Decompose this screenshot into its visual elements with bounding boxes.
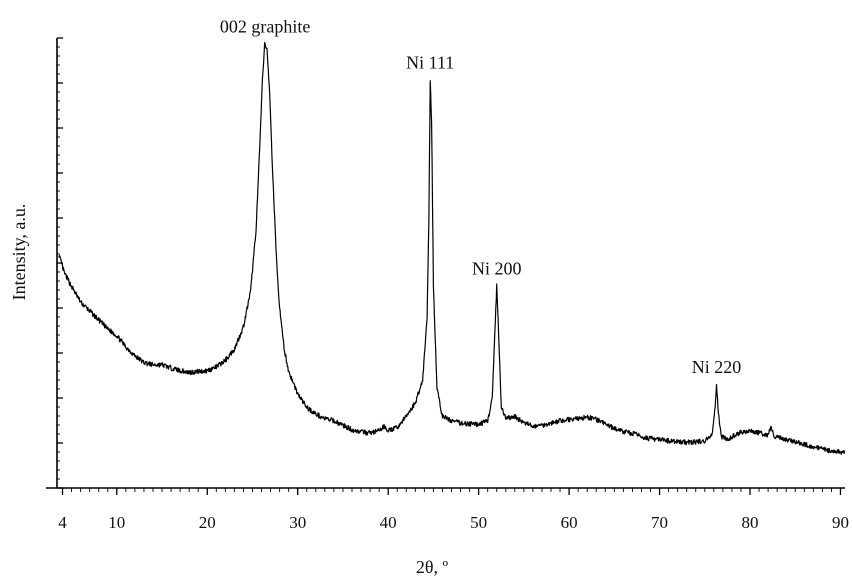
peak-label: Ni 111	[406, 52, 454, 72]
x-tick-label: 90	[832, 513, 849, 532]
x-tick-label: 40	[380, 513, 397, 532]
plot-area	[58, 41, 846, 455]
x-tick-label: 20	[199, 513, 216, 532]
xrd-pattern-line	[58, 41, 846, 455]
x-tick-label: 10	[108, 513, 125, 532]
x-axis-title: 2θ, º	[416, 557, 449, 577]
x-tick-label: 80	[742, 513, 759, 532]
peak-label: 002 graphite	[220, 16, 310, 36]
x-tick-label: 50	[470, 513, 487, 532]
x-tick-label: 70	[651, 513, 668, 532]
peak-label: Ni 220	[692, 357, 742, 377]
y-axis-title: Intensity, a.u.	[9, 204, 29, 301]
x-tick-label: 60	[561, 513, 578, 532]
x-tick-label: 4	[58, 513, 67, 532]
peak-labels: 002 graphite Ni 111 Ni 200 Ni 220	[220, 16, 741, 376]
peak-label: Ni 200	[472, 258, 522, 278]
y-axis	[56, 37, 63, 489]
x-axis: 4 10 20 30 40 50 60 70 80 90	[46, 487, 849, 532]
x-tick-label: 30	[289, 513, 306, 532]
